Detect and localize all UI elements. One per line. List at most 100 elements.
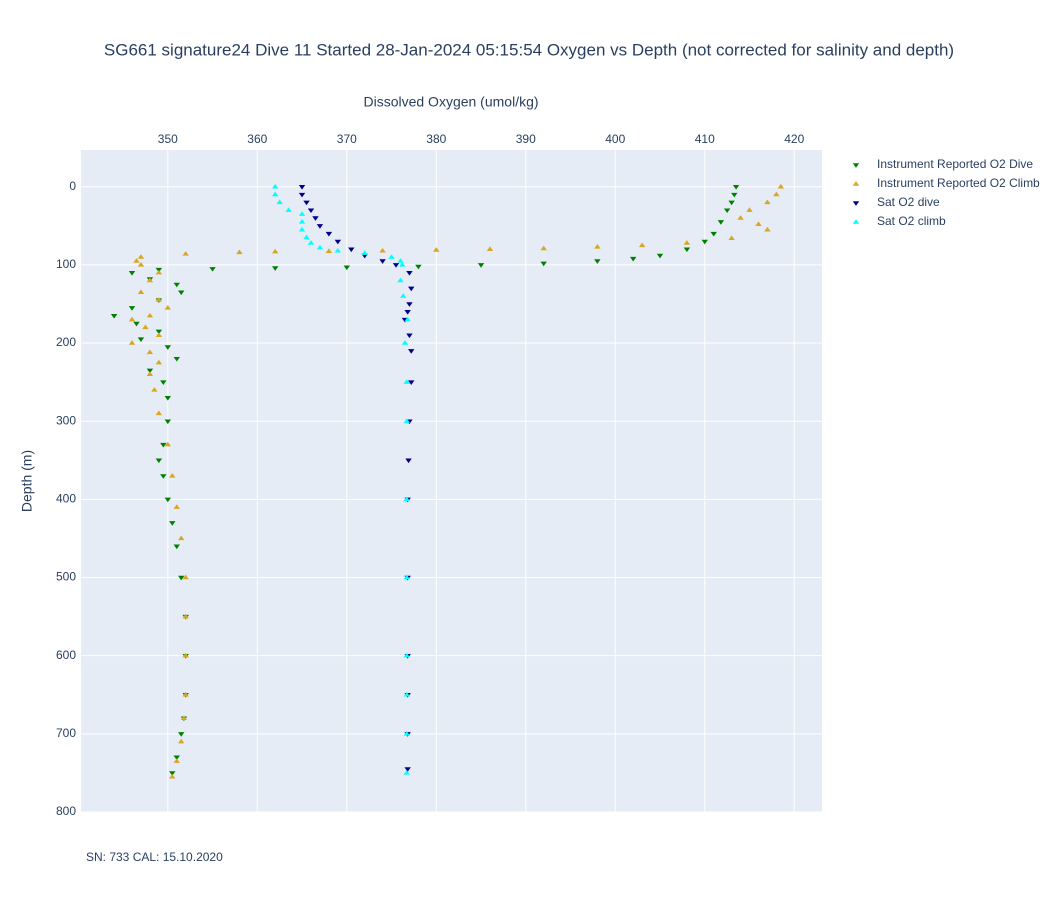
data-point bbox=[155, 269, 163, 275]
data-point bbox=[164, 396, 172, 401]
data-point bbox=[361, 250, 368, 255]
data-point bbox=[137, 337, 145, 343]
data-point bbox=[379, 259, 386, 264]
data-point bbox=[180, 715, 188, 720]
data-point bbox=[408, 349, 415, 354]
data-point bbox=[298, 192, 306, 198]
data-point bbox=[388, 254, 395, 259]
data-point bbox=[540, 261, 547, 267]
data-point bbox=[110, 313, 118, 319]
data-point bbox=[746, 207, 753, 212]
data-point bbox=[392, 263, 400, 268]
data-point bbox=[316, 224, 324, 229]
data-point bbox=[683, 240, 691, 245]
data-point bbox=[155, 359, 163, 365]
data-point bbox=[173, 356, 180, 362]
data-point bbox=[178, 575, 185, 581]
y-tick-label: 500 bbox=[56, 570, 76, 584]
y-tick-label: 600 bbox=[56, 648, 76, 662]
data-point bbox=[629, 256, 637, 262]
data-point bbox=[128, 340, 136, 345]
data-point bbox=[728, 200, 735, 206]
data-point bbox=[164, 345, 172, 350]
data-point bbox=[169, 771, 176, 776]
data-point bbox=[408, 380, 415, 386]
data-point bbox=[764, 199, 771, 205]
data-point bbox=[403, 574, 410, 580]
data-point bbox=[164, 441, 172, 447]
data-point bbox=[142, 324, 149, 330]
plot-background bbox=[81, 150, 822, 812]
data-point bbox=[155, 297, 163, 302]
data-point bbox=[128, 306, 136, 311]
data-point bbox=[209, 267, 216, 272]
data-point bbox=[403, 379, 410, 384]
data-point bbox=[717, 220, 725, 225]
x-axis-title: Dissolved Oxygen (umol/kg) bbox=[363, 94, 538, 110]
data-point bbox=[173, 544, 180, 550]
data-point bbox=[146, 277, 154, 283]
data-point bbox=[325, 231, 333, 237]
data-point bbox=[182, 251, 189, 256]
x-tick-label: 400 bbox=[605, 132, 625, 146]
data-point bbox=[146, 349, 154, 355]
data-point bbox=[169, 473, 176, 478]
x-tick-label: 360 bbox=[247, 132, 267, 146]
data-point bbox=[298, 219, 306, 224]
data-point bbox=[178, 535, 185, 541]
data-point bbox=[146, 371, 154, 377]
data-point bbox=[128, 316, 136, 322]
data-point bbox=[133, 321, 140, 327]
data-point bbox=[182, 652, 189, 658]
legend-marker bbox=[852, 181, 860, 186]
data-point bbox=[137, 289, 145, 294]
data-point bbox=[146, 312, 154, 318]
data-point bbox=[178, 290, 185, 296]
data-point bbox=[764, 226, 771, 232]
data-point bbox=[285, 207, 292, 212]
legend: Instrument Reported O2 Dive Instrument Re… bbox=[852, 157, 1040, 228]
data-point bbox=[236, 249, 243, 255]
data-point bbox=[403, 730, 410, 736]
data-point bbox=[737, 215, 744, 220]
data-point bbox=[276, 199, 283, 205]
data-point bbox=[594, 259, 601, 264]
data-point bbox=[182, 691, 189, 697]
data-point bbox=[164, 497, 172, 503]
data-point bbox=[701, 239, 708, 245]
data-point bbox=[406, 302, 413, 307]
data-point bbox=[155, 458, 163, 464]
y-tick-label: 100 bbox=[56, 257, 76, 271]
data-point bbox=[164, 419, 172, 425]
data-point bbox=[178, 732, 185, 737]
data-point bbox=[173, 758, 180, 763]
data-point bbox=[303, 200, 310, 206]
data-point bbox=[399, 262, 406, 267]
data-point bbox=[173, 504, 180, 509]
x-tick-label: 370 bbox=[337, 132, 357, 146]
data-point bbox=[728, 235, 735, 241]
data-point bbox=[178, 738, 185, 744]
legend-marker bbox=[852, 201, 860, 206]
data-point bbox=[403, 496, 410, 502]
data-point bbox=[307, 208, 315, 214]
data-point bbox=[777, 183, 785, 189]
data-point bbox=[401, 340, 409, 345]
y-tick-label: 0 bbox=[69, 179, 76, 193]
data-point bbox=[404, 316, 411, 322]
legend-label: Instrument Reported O2 Dive bbox=[877, 157, 1033, 171]
data-point bbox=[433, 247, 440, 252]
data-point bbox=[683, 247, 691, 253]
x-tick-label: 350 bbox=[158, 132, 178, 146]
data-point bbox=[710, 231, 717, 237]
x-tick-label: 410 bbox=[695, 132, 715, 146]
x-tick-label: 380 bbox=[426, 132, 446, 146]
y-tick-label: 700 bbox=[56, 726, 76, 740]
y-axis-title: Depth (m) bbox=[19, 450, 35, 512]
data-point bbox=[361, 253, 368, 259]
data-point bbox=[271, 183, 279, 189]
data-point bbox=[403, 418, 410, 423]
data-point bbox=[164, 304, 172, 310]
data-point bbox=[169, 773, 176, 779]
data-point bbox=[403, 770, 410, 775]
